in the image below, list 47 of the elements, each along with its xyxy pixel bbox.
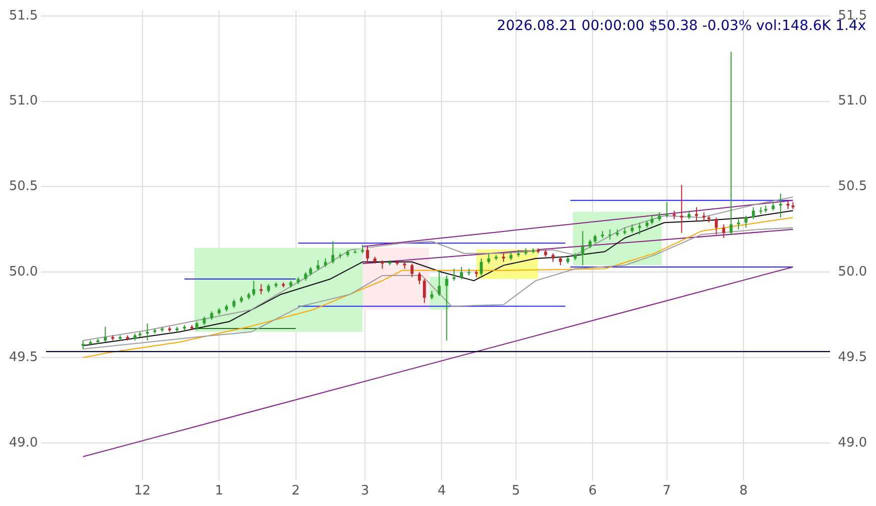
candlestick <box>410 263 414 278</box>
candlestick <box>779 193 782 218</box>
candlestick <box>366 246 369 264</box>
candlestick <box>581 230 584 266</box>
x-tick-label: 3 <box>360 484 370 499</box>
x-tick-label: 7 <box>662 484 671 499</box>
x-tick-label: 2 <box>292 484 300 499</box>
candlestick <box>252 280 256 297</box>
y-tick-label: 49.0 <box>8 435 38 450</box>
y2-tick-label: 50.0 <box>838 264 868 280</box>
candlestick <box>445 275 448 341</box>
y-tick-label: 50.5 <box>8 179 38 194</box>
candlestick <box>744 215 748 228</box>
x-tick-label: 4 <box>438 484 446 499</box>
candlestick <box>752 206 755 220</box>
candlestick <box>480 258 483 276</box>
candlestick <box>730 51 733 236</box>
candlestick <box>487 252 490 264</box>
candlestick <box>714 216 718 236</box>
y-tick-label: 51.0 <box>8 94 38 109</box>
x-tick-label: 5 <box>512 484 520 499</box>
candlestick <box>452 268 456 282</box>
y-tick-label: 50.0 <box>8 264 38 280</box>
candlestick <box>608 228 612 240</box>
y-tick-label: 51.5 <box>8 8 38 24</box>
y2-tick-label: 51.0 <box>838 94 868 109</box>
candlestick <box>665 202 668 218</box>
x-tick-label: 12 <box>134 484 151 499</box>
x-tick-label: 8 <box>739 484 748 499</box>
x-tick-label: 6 <box>588 484 597 499</box>
y-tick-label: 49.5 <box>8 350 38 365</box>
candlestick <box>460 266 463 280</box>
candlestick <box>104 326 107 343</box>
candlestick <box>331 240 334 264</box>
candlestick <box>260 284 263 295</box>
candlestick <box>737 218 740 230</box>
candlestick <box>418 272 421 285</box>
y2-tick-label: 50.5 <box>838 179 868 194</box>
y2-tick-label: 49.5 <box>838 350 868 365</box>
x-tick-label: 1 <box>214 484 224 499</box>
candlestick <box>680 184 684 234</box>
candlestick <box>638 222 642 236</box>
y2-tick-label: 49.0 <box>838 435 868 450</box>
candlestick <box>146 322 149 341</box>
candlestick <box>422 278 426 304</box>
candlestick <box>695 206 698 222</box>
candlestick <box>722 224 726 238</box>
